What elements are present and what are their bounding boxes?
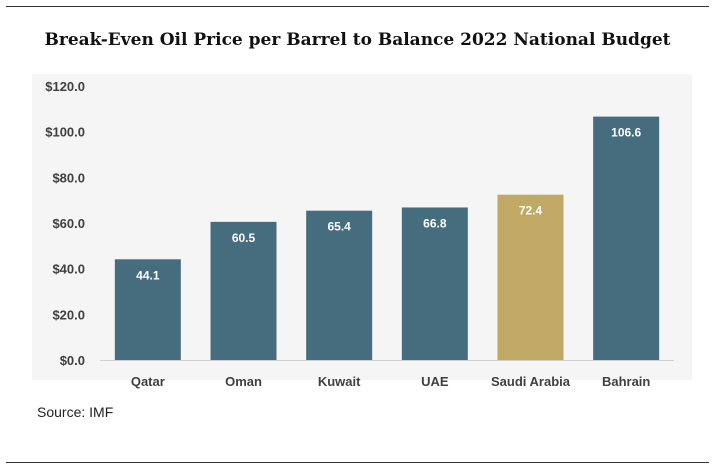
- bar-oman: [210, 221, 277, 360]
- source-note: Source: IMF: [37, 404, 114, 420]
- x-tick-label: UAE: [421, 374, 449, 389]
- x-axis: Qatar Oman Kuwait UAE Saudi Arabia Bahrain: [131, 374, 651, 389]
- chart-title: Break-Even Oil Price per Barrel to Balan…: [44, 30, 671, 50]
- bar-kuwait: [306, 210, 373, 360]
- bar-value-label: 106.6: [611, 126, 641, 140]
- y-tick-label: $20.0: [52, 307, 85, 322]
- bar-value-label: 65.4: [327, 220, 351, 234]
- bars-group: 44.1 60.5 65.4 66.8 72.4 106.6: [114, 116, 660, 360]
- bar-uae: [401, 207, 468, 360]
- bar-value-label: 66.8: [423, 216, 447, 230]
- bar-qatar: [114, 259, 181, 360]
- y-tick-label: $120.0: [45, 79, 85, 94]
- bar-value-label: 60.5: [232, 231, 256, 245]
- x-tick-label: Saudi Arabia: [491, 374, 571, 389]
- bottom-rule: [6, 462, 709, 463]
- x-tick-label: Oman: [225, 374, 262, 389]
- bar-saudi-arabia: [497, 194, 564, 360]
- y-axis: $0.0 $20.0 $40.0 $60.0 $80.0 $100.0 $120.0: [45, 79, 674, 368]
- bar-value-label: 44.1: [136, 268, 160, 282]
- y-tick-label: $60.0: [52, 216, 85, 231]
- x-tick-label: Kuwait: [318, 374, 361, 389]
- y-tick-label: $40.0: [52, 262, 85, 277]
- x-tick-label: Bahrain: [602, 374, 650, 389]
- x-tick-label: Qatar: [131, 374, 165, 389]
- y-tick-label: $80.0: [52, 170, 85, 185]
- bar-value-label: 72.4: [519, 204, 543, 218]
- y-tick-label: $0.0: [60, 353, 85, 368]
- y-tick-label: $100.0: [45, 125, 85, 140]
- bar-bahrain: [593, 116, 660, 360]
- top-rule: [6, 6, 709, 7]
